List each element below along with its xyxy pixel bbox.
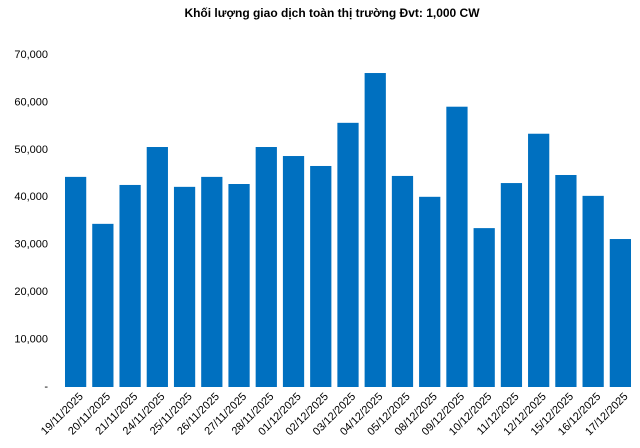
- bar: [282, 156, 305, 387]
- y-tick-label: 10,000: [14, 333, 48, 345]
- bar: [201, 176, 223, 387]
- bar: [391, 175, 414, 387]
- bar: [609, 239, 632, 387]
- y-tick-label: -: [44, 381, 48, 393]
- bar: [446, 106, 468, 387]
- y-tick-label: 70,000: [14, 49, 48, 61]
- bar: [419, 196, 441, 387]
- bar: [255, 147, 277, 387]
- bar: [228, 184, 250, 387]
- y-tick-label: 20,000: [14, 286, 48, 298]
- bar: [310, 165, 332, 387]
- bar: [173, 186, 196, 387]
- y-tick-label: 50,000: [14, 144, 48, 156]
- bar: [146, 147, 168, 387]
- bar: [473, 228, 495, 387]
- bar: [92, 223, 114, 387]
- bar: [555, 174, 577, 387]
- y-tick-label: 30,000: [14, 239, 48, 251]
- bar: [119, 184, 141, 387]
- chart-title: Khối lượng giao dịch toàn thị trường Đvt…: [184, 6, 480, 20]
- bar: [500, 183, 523, 387]
- bar: [582, 195, 604, 387]
- bar: [364, 73, 386, 387]
- bar: [528, 133, 550, 387]
- bar: [337, 122, 359, 387]
- y-tick-label: 60,000: [14, 96, 48, 108]
- bar: [64, 176, 87, 387]
- y-tick-label: 40,000: [14, 191, 48, 203]
